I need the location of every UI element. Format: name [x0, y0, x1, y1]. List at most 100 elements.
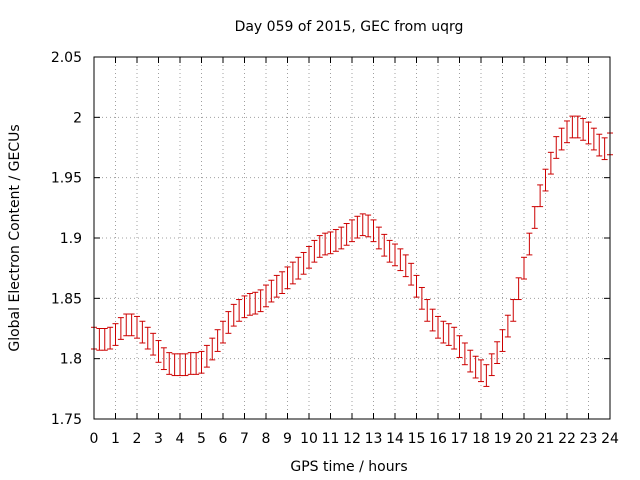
x-tick-label: 16 — [429, 431, 447, 447]
data-point — [392, 243, 398, 267]
plot-frame — [93, 56, 611, 420]
data-point — [300, 251, 307, 275]
y-tick-label: 1.85 — [51, 291, 82, 307]
data-point — [542, 168, 549, 192]
data-point — [139, 320, 146, 344]
data-point — [585, 121, 592, 145]
data-point — [451, 326, 458, 350]
x-tick-label: 24 — [601, 431, 619, 447]
data-point — [107, 326, 114, 350]
data-point — [553, 136, 560, 159]
x-tick-label: 19 — [494, 431, 512, 447]
data-point — [198, 350, 205, 374]
data-point — [268, 279, 275, 303]
x-tick-label: 21 — [537, 431, 555, 447]
data-point — [284, 266, 291, 290]
y-tick-label: 2.05 — [51, 50, 82, 66]
data-point — [117, 317, 124, 340]
data-points — [91, 115, 613, 387]
data-point — [402, 254, 409, 278]
data-point — [590, 127, 597, 151]
x-tick-label: 15 — [408, 431, 426, 447]
data-point — [209, 337, 216, 361]
data-point — [246, 293, 253, 316]
data-point — [386, 239, 393, 263]
data-point — [456, 335, 463, 358]
data-point — [359, 213, 366, 237]
data-point — [279, 271, 286, 295]
data-point — [531, 206, 538, 229]
data-point — [112, 323, 119, 346]
x-tick-label: 4 — [176, 431, 185, 447]
data-point — [144, 326, 151, 350]
data-point — [289, 261, 296, 285]
data-point — [596, 133, 603, 157]
x-tick-label: 0 — [90, 431, 99, 447]
data-point — [155, 340, 162, 363]
data-point — [580, 118, 587, 141]
data-point — [160, 347, 167, 371]
data-point — [445, 323, 452, 346]
y-axis-label: Global Electron Content / GECUs — [7, 124, 23, 351]
data-point — [381, 233, 388, 257]
y-tick-label: 1.95 — [51, 171, 82, 187]
data-point — [203, 344, 210, 368]
data-point — [375, 226, 382, 250]
data-point — [150, 332, 157, 356]
data-point — [429, 308, 436, 332]
x-tick-label: 7 — [240, 431, 249, 447]
data-point — [365, 214, 372, 238]
x-tick-label: 14 — [386, 431, 404, 447]
data-point — [273, 274, 280, 298]
data-point — [504, 314, 511, 338]
data-point — [564, 120, 570, 144]
data-point — [521, 256, 527, 280]
data-point — [123, 313, 130, 337]
data-point — [354, 215, 361, 239]
data-point — [187, 352, 194, 375]
data-point — [295, 256, 302, 280]
data-point — [311, 239, 318, 263]
data-point — [128, 313, 135, 337]
data-point — [166, 352, 173, 375]
data-point — [370, 219, 377, 243]
data-point — [488, 353, 495, 377]
x-axis-ticks: 0 1 2 3 4 5 6 7 8 9 10 11 12 13 14 15 16 17 18 19 20 21 22 23 24 — [90, 57, 619, 447]
y-tick-label: 1.8 — [60, 352, 82, 368]
data-point — [214, 329, 221, 352]
x-tick-label: 6 — [219, 431, 228, 447]
data-point — [230, 303, 237, 327]
data-point — [424, 299, 431, 322]
x-tick-label: 12 — [343, 431, 361, 447]
data-point — [408, 262, 415, 286]
data-point — [515, 277, 522, 301]
data-point — [101, 328, 108, 351]
chart-title: Day 059 of 2015, GEC from uqrg — [235, 19, 464, 35]
x-tick-label: 11 — [322, 431, 340, 447]
x-tick-label: 10 — [300, 431, 318, 447]
x-tick-label: 17 — [451, 431, 469, 447]
data-point — [494, 341, 501, 364]
y-tick-label: 1.75 — [51, 412, 82, 428]
data-point — [435, 315, 441, 339]
x-tick-label: 20 — [515, 431, 533, 447]
data-point — [537, 184, 544, 208]
data-point — [338, 226, 345, 250]
data-point — [316, 235, 323, 258]
data-point — [241, 295, 248, 319]
data-point — [510, 299, 517, 322]
data-point — [306, 245, 312, 269]
x-tick-label: 5 — [197, 431, 206, 447]
data-point — [193, 352, 200, 375]
data-point — [499, 329, 506, 352]
data-point — [526, 232, 533, 256]
x-tick-label: 2 — [133, 431, 142, 447]
data-point — [343, 223, 350, 246]
data-point — [601, 137, 608, 161]
data-point — [257, 289, 264, 313]
data-point — [182, 353, 189, 377]
data-point — [397, 248, 404, 272]
x-tick-label: 22 — [558, 431, 576, 447]
data-point — [327, 231, 334, 255]
